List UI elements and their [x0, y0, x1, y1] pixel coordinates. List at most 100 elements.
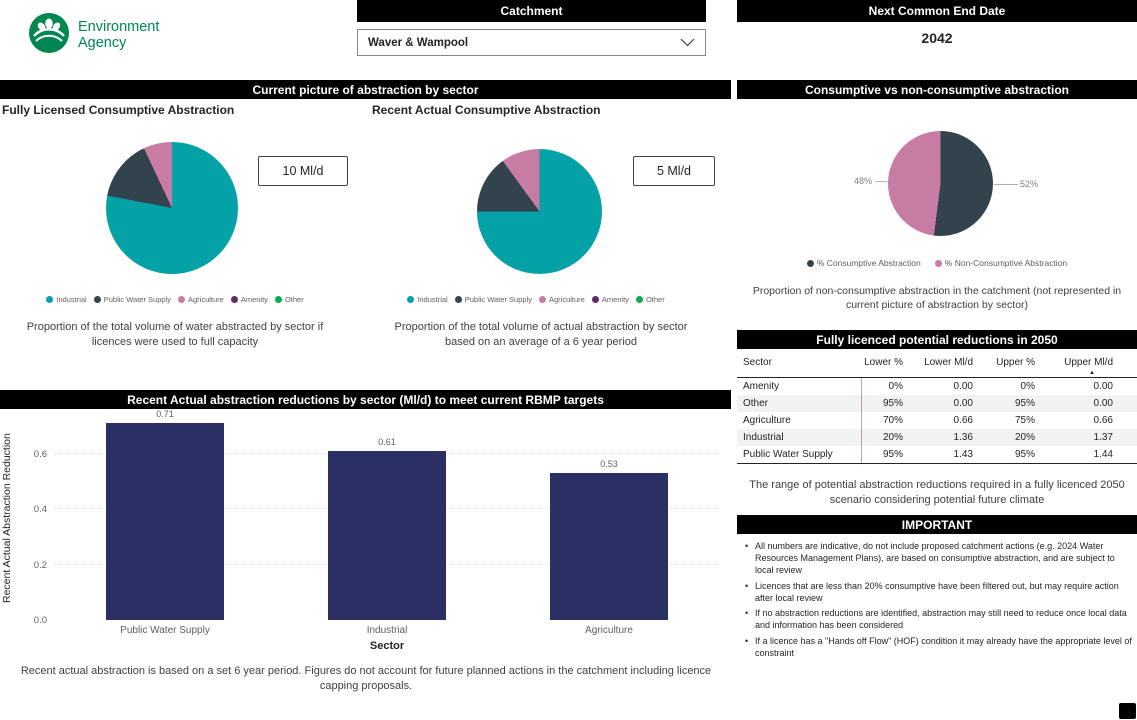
consumptive-pie-chart[interactable]: [888, 131, 993, 236]
value-cell: 0.00: [1093, 398, 1113, 409]
legend-item-agriculture[interactable]: Agriculture: [538, 295, 585, 304]
legend-label: Agriculture: [548, 295, 585, 304]
value-cell: 0.66: [953, 415, 973, 426]
legend-dot: [538, 296, 546, 303]
logo-wordmark: Environment Agency: [78, 19, 159, 51]
catchment-header: Catchment: [357, 0, 706, 22]
column-header-upper-ml-d[interactable]: Upper Ml/d ▲: [1064, 357, 1113, 376]
bar-agriculture[interactable]: [550, 473, 668, 620]
legend-item-non-consumptive-abstraction[interactable]: % Non-Consumptive Abstraction: [934, 258, 1067, 268]
legend-item-other[interactable]: Other: [274, 295, 304, 304]
consumptive-legend: % Consumptive Abstraction % Non-Consumpti…: [737, 258, 1137, 268]
legend-item-industrial[interactable]: Industrial: [46, 295, 87, 304]
y-tick-label: 0.0: [33, 615, 47, 626]
value-cell: 1.43: [953, 449, 973, 460]
legend-item-amenity[interactable]: Amenity: [230, 295, 268, 304]
consumptive-data-label: 52%: [1020, 179, 1039, 189]
legend-label: Other: [645, 295, 665, 304]
leader-line: [875, 181, 887, 182]
catchment-dropdown[interactable]: Waver & Wampool: [357, 29, 706, 56]
table-row-other[interactable]: Other 95% 0.00 95% 0.00: [737, 395, 1137, 412]
value-cell: 95%: [1014, 449, 1035, 460]
legend-label: Agriculture: [187, 295, 224, 304]
legend-item-public-water-supply[interactable]: Public Water Supply: [454, 295, 532, 304]
legend-item-public-water-supply[interactable]: Public Water Supply: [93, 295, 171, 304]
legend-dot: [177, 296, 185, 303]
legend-dot: [93, 296, 101, 303]
column-divider: [861, 378, 862, 463]
value-cell: 0.00: [953, 398, 973, 409]
bar-chart-x-axis-title: Sector: [369, 640, 405, 652]
end-date-value: 2042: [921, 30, 953, 46]
table-row-agriculture[interactable]: Agriculture 70% 0.66 75% 0.66: [737, 412, 1137, 429]
fully-licensed-total-badge: 10 Ml/d: [258, 156, 348, 186]
table-row-amenity[interactable]: Amenity 0% 0.00 0% 0.00: [737, 378, 1137, 395]
legend-item-consumptive-abstraction[interactable]: % Consumptive Abstraction: [806, 258, 921, 268]
table-row-public-water-supply[interactable]: Public Water Supply 95% 1.43 95% 1.44: [737, 446, 1137, 463]
legend-label: Industrial: [56, 295, 87, 304]
value-cell: 20%: [882, 432, 903, 443]
bar-value-label: 0.71: [156, 409, 174, 420]
x-category-label: Industrial: [366, 625, 408, 636]
legend-dot: [454, 296, 462, 303]
legend-label: Amenity: [601, 295, 629, 304]
sector-legend: Industrial Public Water Supply Agriculture…: [0, 295, 350, 304]
legend-label: Amenity: [240, 295, 268, 304]
value-cell: 1.36: [953, 432, 973, 443]
legend-item-other[interactable]: Other: [635, 295, 665, 304]
legend-label: Public Water Supply: [103, 295, 171, 304]
legend-dot: [274, 296, 282, 303]
legend-item-industrial[interactable]: Industrial: [407, 295, 448, 304]
important-bullet: If no abstraction reductions are identif…: [745, 608, 1133, 632]
value-cell: 70%: [882, 415, 903, 426]
catchment-selected-value: Waver & Wampool: [368, 36, 469, 49]
legend-label: Public Water Supply: [464, 295, 532, 304]
column-header-sector[interactable]: Sector: [743, 357, 772, 368]
table-row-industrial[interactable]: Industrial 20% 1.36 20% 1.37: [737, 429, 1137, 446]
legend-dot: [230, 296, 238, 303]
column-header-upper[interactable]: Upper %: [996, 357, 1035, 368]
legend-dot: [407, 296, 415, 303]
value-cell: 1.37: [1093, 432, 1113, 443]
section-header-important: IMPORTANT: [737, 515, 1137, 534]
legend-dot: [806, 259, 814, 267]
section-header-reductions-table: Fully licenced potential reductions in 2…: [737, 330, 1137, 349]
recent-actual-caption: Proportion of the total volume of actual…: [394, 321, 688, 348]
column-header-lower-ml-d[interactable]: Lower Ml/d: [924, 357, 973, 368]
value-cell: 95%: [1014, 398, 1035, 409]
sector-cell: Agriculture: [743, 415, 791, 426]
y-tick-label: 0.2: [33, 559, 47, 571]
legend-item-agriculture[interactable]: Agriculture: [177, 295, 224, 304]
x-category-label: Agriculture: [585, 625, 633, 636]
section-header-reductions-bar: Recent Actual abstraction reductions by …: [0, 390, 731, 409]
chevron-down-icon: [680, 34, 695, 52]
environment-agency-logo: Environment Agency: [28, 12, 159, 59]
potential-reductions-table: Sector Lower % Lower Ml/d Upper % Upper Ml/d…: [737, 352, 1137, 464]
x-category-label: Public Water Supply: [120, 625, 210, 636]
column-header-lower[interactable]: Lower %: [864, 357, 903, 368]
legend-item-amenity[interactable]: Amenity: [591, 295, 629, 304]
non-consumptive-data-label: 48%: [853, 176, 872, 186]
important-bullet: Licences that are less than 20% consumpt…: [745, 581, 1133, 605]
consumptive-caption: Proportion of non-consumptive abstractio…: [752, 285, 1122, 312]
bar-public-water-supply[interactable]: [106, 423, 224, 620]
value-cell: 0%: [1020, 381, 1035, 392]
legend-dot: [46, 296, 54, 303]
page-corner-button[interactable]: [1119, 703, 1136, 719]
value-cell: 1.44: [1093, 449, 1113, 460]
value-cell: 0.00: [1093, 381, 1113, 392]
legend-label: % Consumptive Abstraction: [816, 258, 921, 268]
value-cell: 95%: [882, 449, 903, 460]
recent-actual-pie-title: Recent Actual Consumptive Abstraction: [372, 103, 601, 117]
fully-licensed-caption: Proportion of the total volume of water …: [26, 321, 324, 348]
bar-industrial[interactable]: [328, 450, 446, 620]
sector-legend: Industrial Public Water Supply Agriculture…: [361, 295, 711, 304]
value-cell: 95%: [882, 398, 903, 409]
recent-actual-pie-chart[interactable]: [477, 149, 602, 274]
value-cell: 0%: [888, 381, 903, 392]
legend-label: Industrial: [417, 295, 448, 304]
table-caption: The range of potential abstraction reduc…: [749, 479, 1125, 506]
fully-licensed-pie-chart[interactable]: [106, 142, 238, 274]
recent-actual-total-badge: 5 Ml/d: [633, 156, 715, 186]
